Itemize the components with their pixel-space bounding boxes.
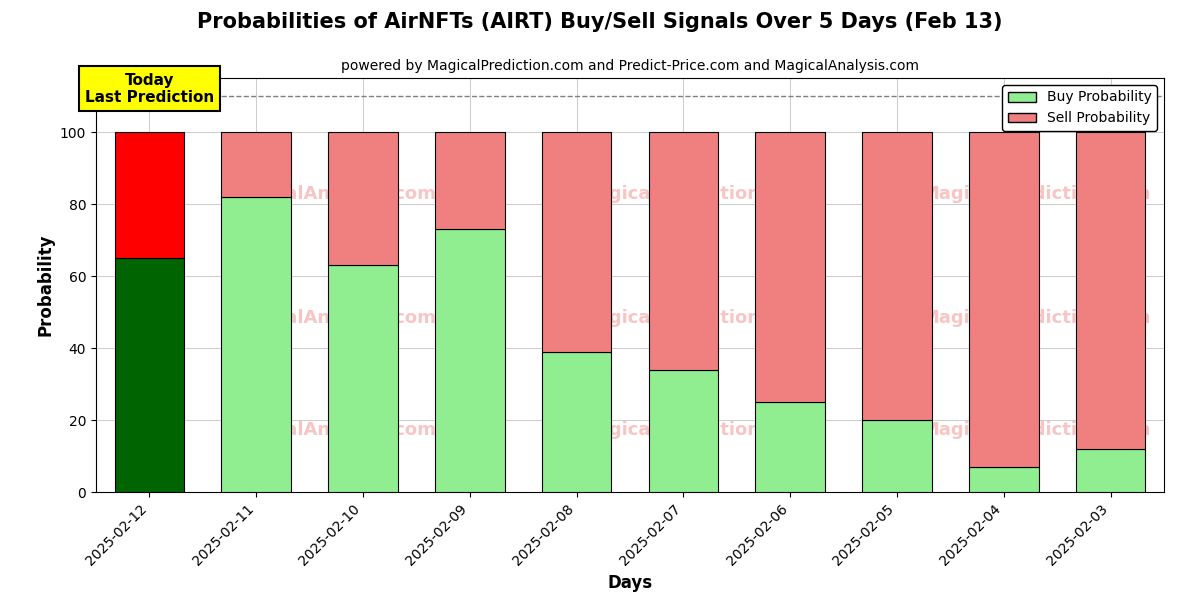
- Y-axis label: Probability: Probability: [36, 234, 54, 336]
- Bar: [436, 229, 504, 492]
- Text: MagicalPrediction.com: MagicalPrediction.com: [580, 421, 809, 439]
- Text: MagicalAnalysis.com: MagicalAnalysis.com: [226, 309, 436, 327]
- Bar: [649, 370, 718, 492]
- Bar: [222, 197, 290, 492]
- Bar: [863, 420, 931, 492]
- Text: Probabilities of AirNFTs (AIRT) Buy/Sell Signals Over 5 Days (Feb 13): Probabilities of AirNFTs (AIRT) Buy/Sell…: [197, 12, 1003, 32]
- Bar: [756, 402, 824, 492]
- Bar: [222, 132, 290, 197]
- Bar: [115, 258, 184, 492]
- Text: MagicalAnalysis.com: MagicalAnalysis.com: [226, 421, 436, 439]
- Bar: [863, 132, 931, 420]
- Bar: [970, 467, 1038, 492]
- Bar: [1076, 449, 1145, 492]
- Bar: [756, 132, 824, 402]
- Text: MagicalPrediction.com: MagicalPrediction.com: [580, 309, 809, 327]
- Text: Today
Last Prediction: Today Last Prediction: [85, 73, 214, 105]
- Legend: Buy Probability, Sell Probability: Buy Probability, Sell Probability: [1002, 85, 1157, 131]
- Bar: [649, 132, 718, 370]
- Text: MagicalPrediction.com: MagicalPrediction.com: [922, 421, 1151, 439]
- Text: MagicalAnalysis.com: MagicalAnalysis.com: [226, 185, 436, 203]
- Bar: [329, 132, 397, 265]
- Bar: [115, 132, 184, 258]
- Text: MagicalPrediction.com: MagicalPrediction.com: [580, 185, 809, 203]
- X-axis label: Days: Days: [607, 574, 653, 592]
- Text: MagicalPrediction.com: MagicalPrediction.com: [922, 185, 1151, 203]
- Title: powered by MagicalPrediction.com and Predict-Price.com and MagicalAnalysis.com: powered by MagicalPrediction.com and Pre…: [341, 59, 919, 73]
- Bar: [542, 132, 611, 352]
- Bar: [1076, 132, 1145, 449]
- Bar: [436, 132, 504, 229]
- Text: MagicalPrediction.com: MagicalPrediction.com: [922, 309, 1151, 327]
- Bar: [329, 265, 397, 492]
- Bar: [970, 132, 1038, 467]
- Bar: [542, 352, 611, 492]
